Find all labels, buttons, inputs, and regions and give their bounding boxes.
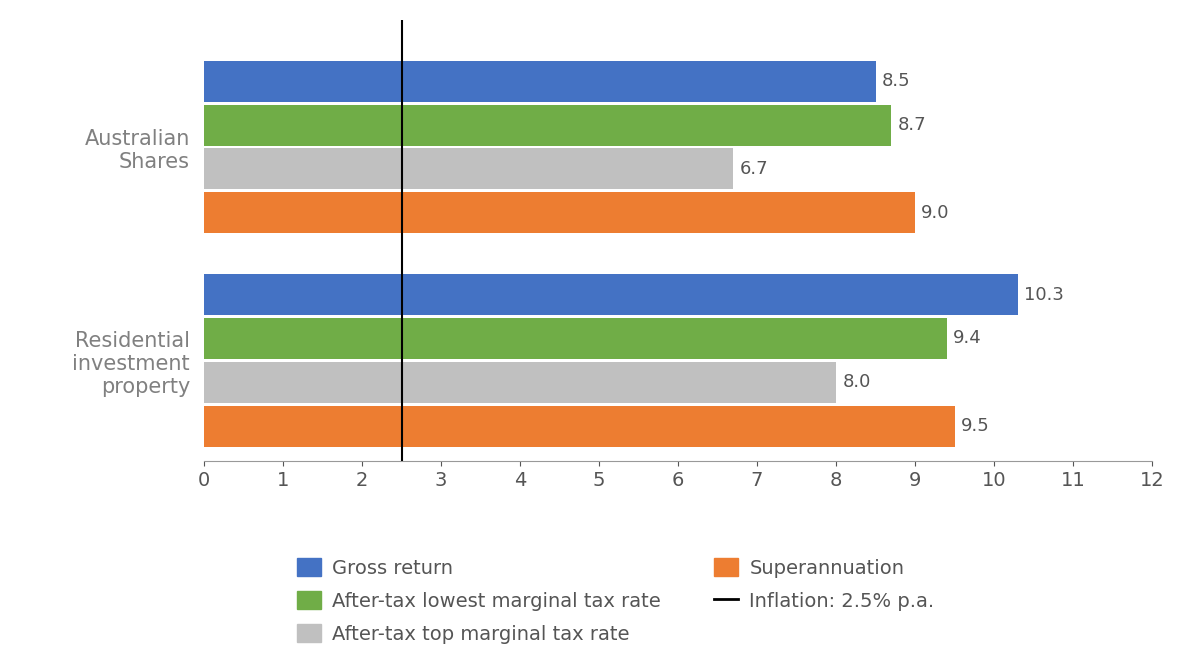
Text: 9.4: 9.4 (953, 330, 982, 347)
Bar (204, 274, 1018, 315)
Text: 8.5: 8.5 (882, 72, 911, 90)
Bar (204, 362, 836, 403)
Bar (204, 148, 733, 189)
Text: 9.5: 9.5 (961, 417, 990, 435)
Bar (204, 406, 954, 447)
Legend: Superannuation, Inflation: 2.5% p.a.: Superannuation, Inflation: 2.5% p.a. (707, 550, 942, 618)
Text: 9.0: 9.0 (922, 204, 950, 222)
Text: 8.7: 8.7 (898, 116, 926, 134)
Bar (204, 105, 892, 146)
Text: 6.7: 6.7 (739, 160, 768, 178)
Bar (204, 192, 916, 233)
Text: 10.3: 10.3 (1024, 285, 1064, 304)
Bar (204, 61, 876, 101)
Bar (204, 318, 947, 359)
Text: 8.0: 8.0 (842, 374, 871, 391)
